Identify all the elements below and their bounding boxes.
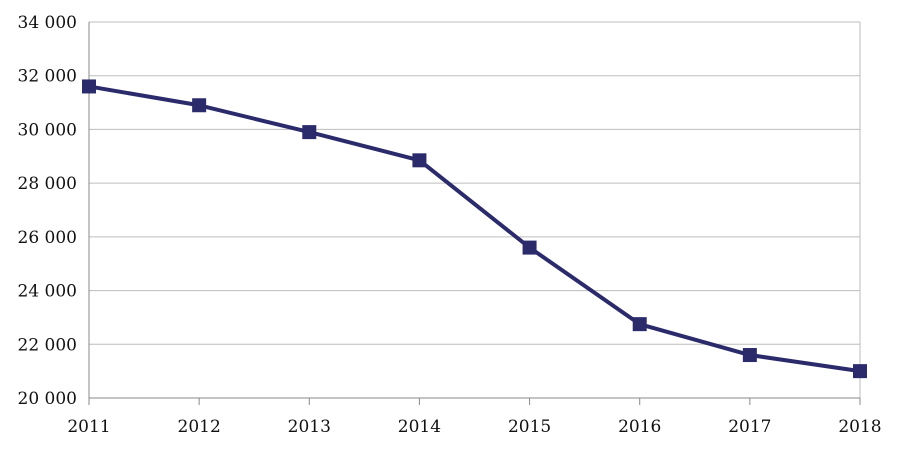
- axes: [88, 22, 861, 405]
- data-point-marker: [192, 98, 207, 113]
- x-tick-label: 2015: [508, 417, 551, 437]
- data-point-marker: [632, 317, 647, 332]
- y-tick-label: 28 000: [18, 174, 77, 194]
- y-tick-label: 26 000: [18, 228, 77, 248]
- y-tick-label: 20 000: [18, 389, 77, 409]
- x-tick-label: 2011: [67, 417, 110, 437]
- y-tick-label: 32 000: [18, 67, 77, 87]
- y-tick-label: 30 000: [18, 120, 77, 140]
- data-point-marker: [853, 364, 867, 379]
- data-point-marker: [742, 348, 757, 363]
- x-tick-label: 2014: [398, 417, 441, 437]
- y-axis-tick-labels: 20 000 22 000 24 000 26 000 28 000 30 000 32 0…: [18, 13, 77, 409]
- data-point-marker: [522, 240, 537, 255]
- data-series: [82, 79, 867, 379]
- series-line: [88, 84, 861, 374]
- x-axis-tick-labels: 2011 2012 2013 2014 2015 2016 2017 2018: [67, 417, 881, 437]
- data-point-marker: [302, 125, 317, 140]
- data-point-marker: [82, 79, 96, 94]
- grid-lines: [89, 21, 861, 398]
- x-tick-label: 2016: [618, 417, 661, 437]
- y-tick-label: 24 000: [18, 282, 77, 302]
- x-tick-label: 2017: [728, 417, 771, 437]
- y-tick-label: 22 000: [18, 335, 77, 355]
- y-tick-label: 34 000: [18, 13, 77, 33]
- x-tick-label: 2012: [178, 417, 221, 437]
- data-point-marker: [412, 153, 427, 168]
- x-tick-label: 2018: [838, 417, 881, 437]
- x-tick-label: 2013: [288, 417, 331, 437]
